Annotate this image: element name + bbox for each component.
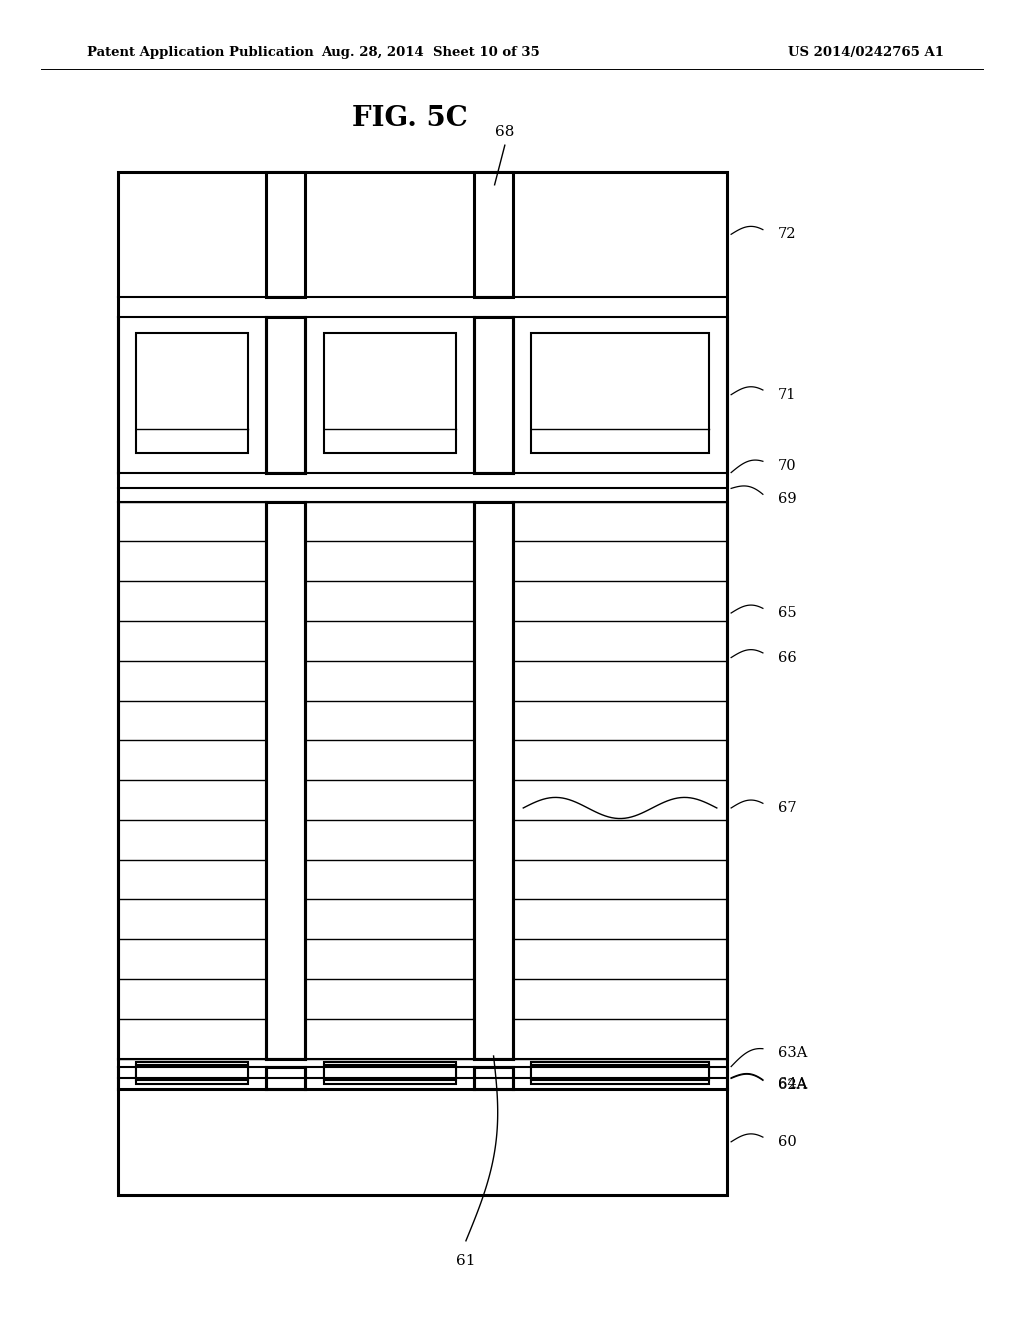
Bar (474, 317, 513, 473)
Bar (266, 502, 305, 1059)
Bar (266, 317, 305, 473)
Bar (531, 1061, 709, 1085)
Bar (324, 333, 456, 453)
Bar (136, 1065, 248, 1080)
Text: Aug. 28, 2014  Sheet 10 of 35: Aug. 28, 2014 Sheet 10 of 35 (321, 46, 540, 59)
Bar (136, 1061, 248, 1085)
Bar (474, 1067, 513, 1089)
Bar (474, 502, 513, 1059)
Text: 65: 65 (778, 606, 797, 620)
Text: 63A: 63A (778, 1047, 808, 1060)
Text: 71: 71 (778, 388, 797, 401)
Text: 62A: 62A (778, 1078, 808, 1092)
Text: 69: 69 (778, 492, 797, 506)
Bar (118, 172, 727, 1195)
Text: 60: 60 (778, 1135, 797, 1148)
Bar (531, 333, 709, 453)
Text: 66: 66 (778, 651, 797, 664)
Bar (324, 1065, 456, 1080)
Text: 67: 67 (778, 801, 797, 814)
Text: 68: 68 (496, 124, 514, 139)
Bar (324, 1061, 456, 1085)
Text: FIG. 5C: FIG. 5C (351, 106, 468, 132)
Bar (266, 1067, 305, 1089)
Bar (474, 172, 513, 297)
Text: Patent Application Publication: Patent Application Publication (87, 46, 313, 59)
Text: 64A: 64A (778, 1077, 808, 1092)
Text: 70: 70 (778, 459, 797, 473)
Bar (266, 172, 305, 297)
Bar (136, 333, 248, 453)
Text: US 2014/0242765 A1: US 2014/0242765 A1 (788, 46, 944, 59)
Text: 61: 61 (456, 1254, 476, 1269)
Text: 72: 72 (778, 227, 797, 242)
Bar (531, 1065, 709, 1080)
